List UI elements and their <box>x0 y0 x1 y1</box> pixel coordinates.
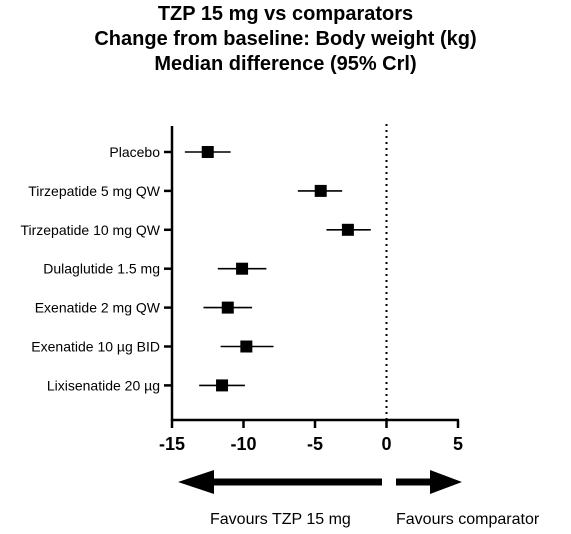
chart-subtitle-measure: Change from baseline: Body weight (kg) <box>94 28 477 50</box>
chart-title: TZP 15 mg vs comparators <box>157 3 414 25</box>
row-label: Lixisenatide 20 µg <box>47 377 160 393</box>
median-marker <box>341 223 354 236</box>
row-label: Exenatide 2 mg QW <box>35 300 161 316</box>
row-label: Tirzepatide 10 mg QW <box>20 222 160 238</box>
chart-subtitle-statistic: Median difference (95% Crl) <box>154 53 417 75</box>
row-label: Dulaglutide 1.5 mg <box>43 261 160 277</box>
x-tick-label: 0 <box>381 434 391 454</box>
median-marker <box>240 340 253 353</box>
median-marker <box>201 146 214 158</box>
row-label: Placebo <box>109 144 160 160</box>
favours-right-label: Favours comparator <box>396 511 540 528</box>
median-marker <box>314 184 327 197</box>
y-axis: Placebo Tirzepatide 5 mg QW Tirzepatide 10… <box>20 126 174 421</box>
x-tick-label: -5 <box>307 434 323 454</box>
chart-title-block: TZP 15 mg vs comparators Change from bas… <box>0 2 571 77</box>
x-axis: -15 -10 -5 0 5 <box>159 418 463 454</box>
x-tick-label: 5 <box>453 434 463 454</box>
row-label: Tirzepatide 5 mg QW <box>28 183 161 199</box>
x-tick-label: -10 <box>230 434 256 454</box>
median-marker <box>216 379 229 392</box>
row-label: Exenatide 10 µg BID <box>31 339 160 355</box>
x-tick-label: -15 <box>159 434 185 454</box>
right-arrow-head <box>430 470 462 494</box>
forest-rows <box>184 146 371 392</box>
median-marker <box>236 262 249 275</box>
favours-arrows <box>178 470 462 494</box>
median-marker <box>221 301 234 314</box>
left-arrow-head <box>178 470 214 494</box>
favours-left-label: Favours TZP 15 mg <box>210 511 351 528</box>
